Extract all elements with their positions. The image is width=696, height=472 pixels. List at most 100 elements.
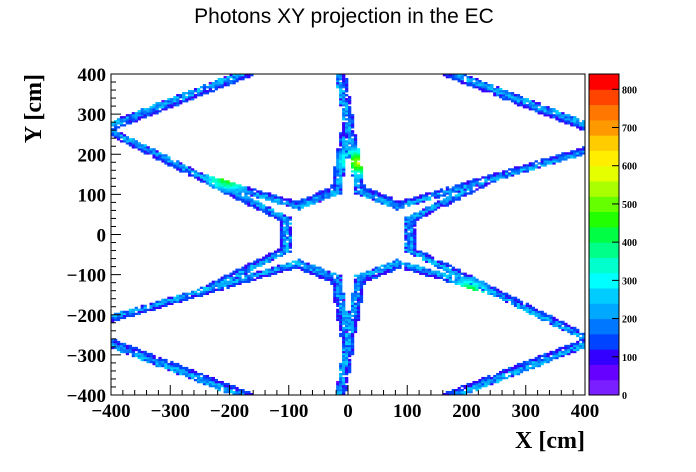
heatmap-cell (339, 322, 343, 326)
heatmap-cell (416, 200, 420, 203)
heatmap-cell (525, 98, 530, 101)
heatmap-cell (564, 114, 568, 117)
heatmap-cell (377, 270, 381, 273)
heatmap-cell (345, 148, 349, 151)
heatmap-cell (336, 86, 340, 89)
heatmap-cell (427, 272, 432, 275)
heatmap-cell (250, 262, 254, 265)
palette-band-3 (589, 333, 619, 350)
heatmap-cell (155, 110, 159, 113)
heatmap-cell (303, 262, 307, 265)
heatmap-cell (199, 376, 204, 380)
heatmap-cell (419, 200, 423, 203)
heatmap-cell (342, 304, 346, 308)
heatmap-cell (339, 100, 343, 103)
heatmap-cell (475, 84, 479, 87)
heatmap-cell (531, 168, 535, 171)
heatmap-cell (350, 310, 355, 314)
heatmap-cell (327, 196, 331, 199)
heatmap-cell (487, 374, 491, 378)
heatmap-cell (327, 194, 331, 197)
heatmap-cell (232, 78, 236, 81)
heatmap-cell (496, 90, 500, 93)
heatmap-cell (179, 100, 183, 103)
heatmap-cell (342, 312, 346, 316)
heatmap-cell (383, 198, 387, 201)
heatmap-cell (303, 268, 307, 271)
heatmap-cell (519, 364, 524, 368)
heatmap-cell (353, 292, 358, 295)
heatmap-cell (410, 220, 414, 223)
heatmap-cell (487, 288, 491, 291)
heatmap-cell (525, 362, 530, 366)
heatmap-cell (116, 136, 121, 139)
heatmap-cell (413, 266, 417, 269)
heatmap-cell (519, 166, 524, 169)
heatmap-cell (256, 194, 260, 197)
heatmap-cell (125, 312, 130, 316)
heatmap-cell (247, 268, 251, 271)
heatmap-cell (152, 354, 156, 358)
heatmap-cell (348, 350, 352, 354)
heatmap-cell (161, 360, 165, 364)
heatmap-cell (348, 146, 352, 149)
heatmap-cell (490, 382, 494, 386)
heatmap-cell (345, 118, 349, 121)
heatmap-cell (170, 302, 174, 306)
heatmap-cell (137, 142, 141, 145)
heatmap-cell (392, 266, 396, 269)
heatmap-cell (436, 274, 441, 277)
heatmap-cell (454, 280, 458, 283)
heatmap-cell (122, 124, 127, 127)
heatmap-cell (152, 154, 156, 157)
heatmap-cell (356, 306, 361, 310)
heatmap-cell (410, 228, 414, 231)
heatmap-cell (496, 86, 500, 89)
heatmap-cell (339, 78, 343, 81)
heatmap-cell (345, 342, 349, 346)
heatmap-cell (208, 282, 213, 285)
heatmap-cell (342, 366, 346, 370)
heatmap-cell (247, 190, 251, 193)
heatmap-cell (214, 178, 218, 181)
heatmap-cell (407, 268, 411, 271)
heatmap-cell (445, 74, 450, 77)
heatmap-cell (433, 260, 438, 263)
heatmap-cell (158, 302, 162, 306)
heatmap-cell (223, 274, 227, 277)
heatmap-cell (336, 80, 340, 83)
palette-label-7: 700 (622, 124, 637, 135)
heatmap-cell (179, 372, 183, 376)
heatmap-cell (342, 128, 346, 131)
heatmap-cell (199, 378, 204, 382)
heatmap-cell (339, 372, 343, 376)
heatmap-cell (167, 368, 171, 372)
heatmap-cell (433, 202, 438, 205)
heatmap-cell (487, 378, 491, 382)
heatmap-cell (463, 274, 467, 277)
heatmap-cell (546, 112, 550, 115)
heatmap-cell (182, 168, 186, 171)
heatmap-cell (371, 192, 375, 195)
heatmap-cell (336, 186, 340, 189)
heatmap-cell (339, 378, 343, 382)
heatmap-cell (217, 188, 221, 191)
heatmap-cell (273, 256, 278, 259)
heatmap-cell (282, 240, 287, 243)
heatmap-cell (226, 188, 230, 191)
heatmap-cell (570, 116, 574, 119)
heatmap-cell (395, 200, 399, 203)
heatmap-cell (336, 380, 340, 384)
heatmap-cell (232, 386, 236, 390)
heatmap-cell (528, 310, 532, 314)
heatmap-cell (318, 194, 322, 197)
heatmap-cell (199, 174, 204, 177)
heatmap-cell (561, 120, 565, 123)
heatmap-cell (537, 166, 541, 169)
heatmap-cell (220, 80, 224, 83)
heatmap-cell (425, 196, 429, 199)
heatmap-cell (392, 202, 396, 205)
heatmap-cell (205, 382, 210, 386)
heatmap-cell (546, 106, 550, 109)
heatmap-cell (555, 318, 559, 322)
